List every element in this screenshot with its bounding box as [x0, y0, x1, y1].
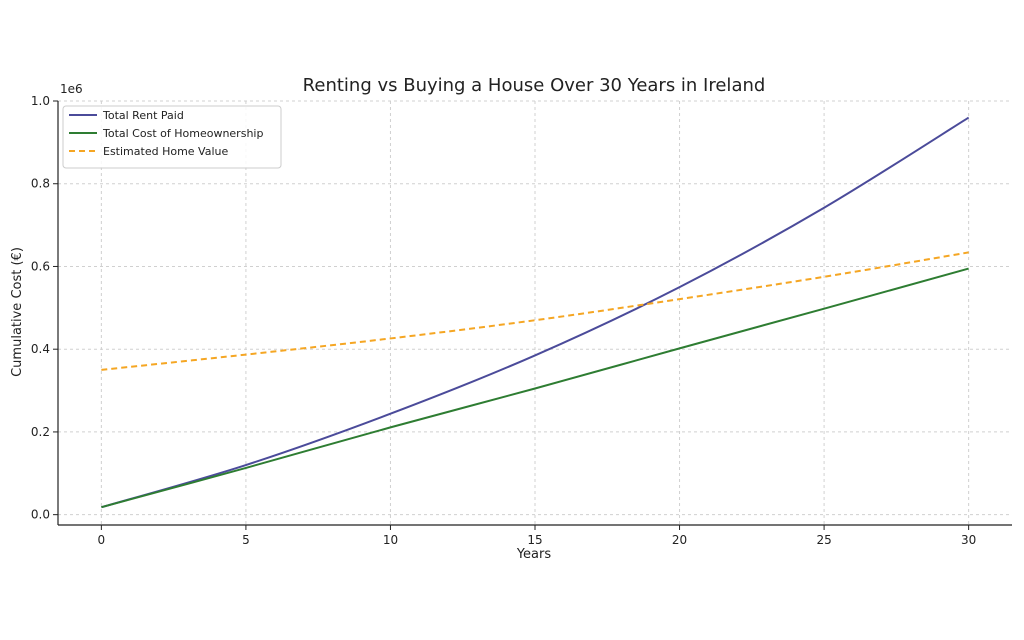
legend-label: Total Cost of Homeownership: [102, 127, 263, 140]
legend-label: Estimated Home Value: [103, 145, 228, 158]
y-tick-label: 0.2: [31, 425, 50, 439]
legend-box: [62, 105, 282, 169]
y-axis-label: Cumulative Cost (€): [10, 247, 25, 377]
x-tick-label: 10: [383, 533, 398, 547]
x-tick-label: 5: [242, 533, 250, 547]
series-line-1: [101, 116, 970, 509]
y-offset-label: 1e6: [60, 82, 83, 96]
y-tick-label: 0.6: [31, 259, 50, 273]
x-tick-label: 0: [98, 533, 106, 547]
series-line-2: [101, 267, 969, 509]
x-tick-label: 20: [672, 533, 687, 547]
y-tick-label: 0.0: [31, 508, 50, 522]
y-tick-label: 0.4: [31, 342, 50, 356]
series-line-3: [101, 251, 969, 371]
chart-title: Renting vs Buying a House Over 30 Years …: [303, 75, 766, 96]
x-tick-label: 25: [816, 533, 831, 547]
x-tick-label: 15: [527, 533, 542, 547]
x-tick-label: 30: [961, 533, 976, 547]
y-tick-label: 1.0: [31, 94, 50, 108]
y-tick-label: 0.8: [31, 177, 50, 191]
legend-label: Total Rent Paid: [102, 109, 184, 122]
x-axis-label: Years: [516, 547, 552, 562]
legend: Total Rent Paid Total Cost of Homeownersh…: [62, 105, 282, 169]
